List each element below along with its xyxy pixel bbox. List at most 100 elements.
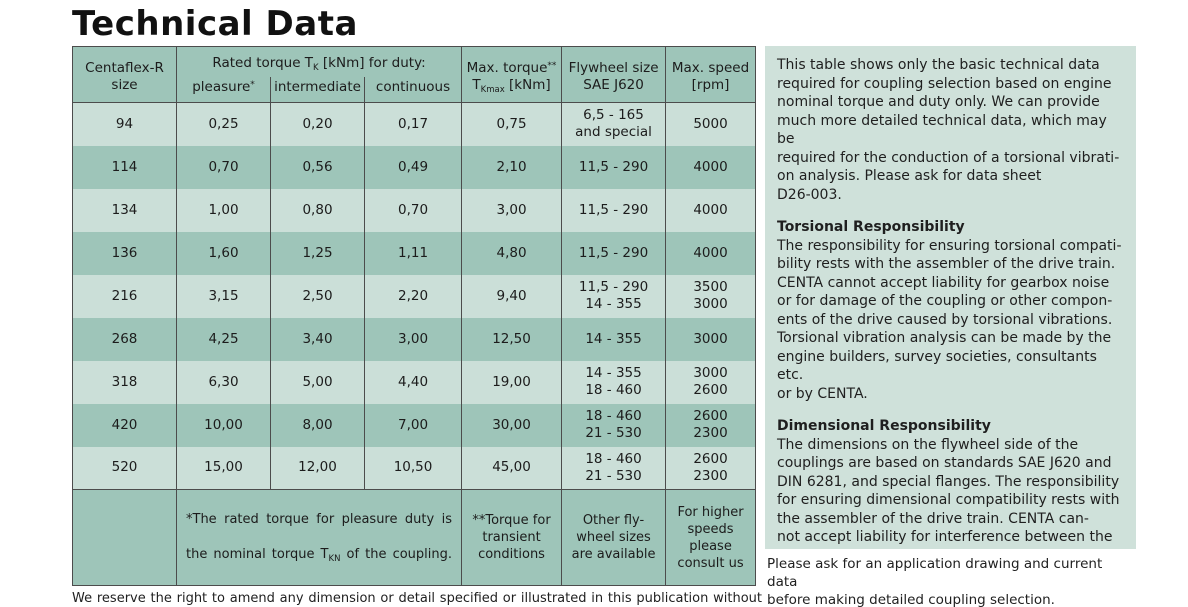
table-row: 420 10,00 8,00 7,00 30,00 18 - 460 21 - 530 26… bbox=[72, 403, 757, 447]
cell-pleasure: 10,00 bbox=[176, 403, 271, 447]
footnote-empty-cell bbox=[72, 489, 177, 586]
cell-max-torque: 0,75 bbox=[461, 102, 563, 146]
application-note: Please ask for an application drawing an… bbox=[767, 556, 1103, 607]
table-column: Centaflex-R size Rated torque TK [kNm] f… bbox=[72, 46, 762, 607]
footnote-rated-line2-text: the nominal torque T bbox=[186, 547, 329, 562]
dimensional-paragraph: The dimensions on the flywheel side of t… bbox=[777, 436, 1120, 550]
footnote-flywheel: Other fly- wheel sizes are available bbox=[561, 489, 667, 586]
cell-intermediate: 8,00 bbox=[270, 403, 365, 447]
max-torque-text: Max. torque bbox=[466, 59, 548, 76]
cell-max-torque: 45,00 bbox=[461, 446, 563, 490]
cell-intermediate: 5,00 bbox=[270, 360, 365, 404]
cell-continuous: 1,11 bbox=[363, 231, 463, 275]
intro-paragraph: This table shows only the basic technica… bbox=[777, 57, 1120, 203]
side-panel: This table shows only the basic technica… bbox=[765, 46, 1136, 549]
cell-continuous: 2,20 bbox=[363, 274, 463, 318]
cell-size: 94 bbox=[72, 102, 177, 146]
cell-pleasure: 6,30 bbox=[176, 360, 271, 404]
cell-pleasure: 1,60 bbox=[176, 231, 271, 275]
cell-continuous: 4,40 bbox=[363, 360, 463, 404]
cell-size: 134 bbox=[72, 188, 177, 232]
cell-continuous: 7,00 bbox=[363, 403, 463, 447]
table-header: Centaflex-R size Rated torque TK [kNm] f… bbox=[72, 46, 757, 103]
cell-intermediate: 12,00 bbox=[270, 446, 365, 490]
cell-pleasure: 3,15 bbox=[176, 274, 271, 318]
cell-max-torque: 3,00 bbox=[461, 188, 563, 232]
table-row: 94 0,25 0,20 0,17 0,75 6,5 - 165 and special 5… bbox=[72, 102, 757, 146]
cell-intermediate: 2,50 bbox=[270, 274, 365, 318]
table-row: 318 6,30 5,00 4,40 19,00 14 - 355 18 - 460 300… bbox=[72, 360, 757, 404]
reservation-note: We reserve the right to amend any dimens… bbox=[72, 591, 762, 606]
cell-max-torque: 12,50 bbox=[461, 317, 563, 361]
cell-pleasure: 1,00 bbox=[176, 188, 271, 232]
footnotes-row: *The rated torque for pleasure duty is t… bbox=[72, 489, 757, 586]
pleasure-footnote-marker: * bbox=[250, 79, 255, 90]
footnote-rated-line1: *The rated torque for pleasure duty is bbox=[186, 512, 453, 527]
max-torque-subscript: Kmax bbox=[480, 84, 505, 95]
table-row: 134 1,00 0,80 0,70 3,00 11,5 - 290 4000 bbox=[72, 188, 757, 232]
text-column: This table shows only the basic technica… bbox=[765, 46, 1136, 607]
cell-speed: 4000 bbox=[665, 188, 757, 232]
rated-torque-subscript: K bbox=[313, 63, 319, 74]
table-body: 94 0,25 0,20 0,17 0,75 6,5 - 165 and special 5… bbox=[72, 102, 757, 490]
max-torque-symbol: T bbox=[472, 76, 481, 93]
col-header-continuous: continuous bbox=[363, 76, 463, 103]
dimensional-heading: Dimensional Responsibility bbox=[777, 418, 991, 434]
col-header-size: Centaflex-R size bbox=[72, 46, 177, 103]
col-header-flywheel: Flywheel size SAE J620 bbox=[561, 46, 667, 103]
cell-size: 420 bbox=[72, 403, 177, 447]
cell-intermediate: 1,25 bbox=[270, 231, 365, 275]
col-header-rated-torque-group: Rated torque TK [kNm] for duty: bbox=[175, 46, 463, 77]
cell-continuous: 0,49 bbox=[363, 145, 463, 189]
table-row: 216 3,15 2,50 2,20 9,40 11,5 - 290 14 - 355 35… bbox=[72, 274, 757, 318]
cell-intermediate: 0,80 bbox=[270, 188, 365, 232]
cell-flywheel: 18 - 460 21 - 530 bbox=[561, 403, 667, 447]
cell-size: 268 bbox=[72, 317, 177, 361]
cell-intermediate: 3,40 bbox=[270, 317, 365, 361]
cell-continuous: 0,17 bbox=[363, 102, 463, 146]
page-title: Technical Data bbox=[72, 4, 358, 44]
cell-flywheel: 11,5 - 290 bbox=[561, 145, 667, 189]
pleasure-label: pleasure bbox=[192, 78, 251, 95]
cell-max-torque: 30,00 bbox=[461, 403, 563, 447]
cell-flywheel: 14 - 355 18 - 460 bbox=[561, 360, 667, 404]
cell-flywheel: 11,5 - 290 14 - 355 bbox=[561, 274, 667, 318]
cell-speed: 3000 2600 bbox=[665, 360, 757, 404]
footnote-rated-line2-end: of the coupling. bbox=[340, 547, 453, 562]
cell-size: 216 bbox=[72, 274, 177, 318]
cell-pleasure: 0,70 bbox=[176, 145, 271, 189]
table-footnotes: *The rated torque for pleasure duty is t… bbox=[72, 489, 757, 586]
rated-torque-unit: [kNm] for duty: bbox=[318, 55, 426, 72]
torsional-paragraph: The responsibility for ensuring torsiona… bbox=[777, 237, 1122, 402]
cell-max-torque: 9,40 bbox=[461, 274, 563, 318]
cell-size: 114 bbox=[72, 145, 177, 189]
cell-speed: 2600 2300 bbox=[665, 446, 757, 490]
rated-torque-text: Rated torque T bbox=[212, 55, 314, 72]
cell-flywheel: 6,5 - 165 and special bbox=[561, 102, 667, 146]
technical-data-table: Centaflex-R size Rated torque TK [kNm] f… bbox=[72, 46, 757, 586]
footnote-rated-torque: *The rated torque for pleasure duty is t… bbox=[175, 489, 463, 586]
cell-pleasure: 4,25 bbox=[176, 317, 271, 361]
content-columns: Centaflex-R size Rated torque TK [kNm] f… bbox=[72, 46, 1188, 607]
cell-speed: 4000 bbox=[665, 145, 757, 189]
table-row: 136 1,60 1,25 1,11 4,80 11,5 - 290 4000 bbox=[72, 231, 757, 275]
cell-speed: 2600 2300 bbox=[665, 403, 757, 447]
cell-pleasure: 15,00 bbox=[176, 446, 271, 490]
cell-size: 136 bbox=[72, 231, 177, 275]
footnote-speed: For higher speeds please consult us bbox=[665, 489, 757, 586]
col-header-speed: Max. speed [rpm] bbox=[665, 46, 757, 103]
cell-intermediate: 0,56 bbox=[270, 145, 365, 189]
table-row: 520 15,00 12,00 10,50 45,00 18 - 460 21 - 530… bbox=[72, 446, 757, 490]
cell-intermediate: 0,20 bbox=[270, 102, 365, 146]
table-row: 114 0,70 0,56 0,49 2,10 11,5 - 290 4000 bbox=[72, 145, 757, 189]
cell-flywheel: 11,5 - 290 bbox=[561, 188, 667, 232]
col-header-pleasure: pleasure* bbox=[176, 76, 271, 103]
col-header-intermediate: intermediate bbox=[270, 76, 365, 103]
col-header-max-torque: Max. torque** TKmax [kNm] bbox=[461, 46, 563, 103]
cell-flywheel: 14 - 355 bbox=[561, 317, 667, 361]
cell-continuous: 10,50 bbox=[363, 446, 463, 490]
cell-max-torque: 4,80 bbox=[461, 231, 563, 275]
cell-size: 520 bbox=[72, 446, 177, 490]
cell-flywheel: 11,5 - 290 bbox=[561, 231, 667, 275]
